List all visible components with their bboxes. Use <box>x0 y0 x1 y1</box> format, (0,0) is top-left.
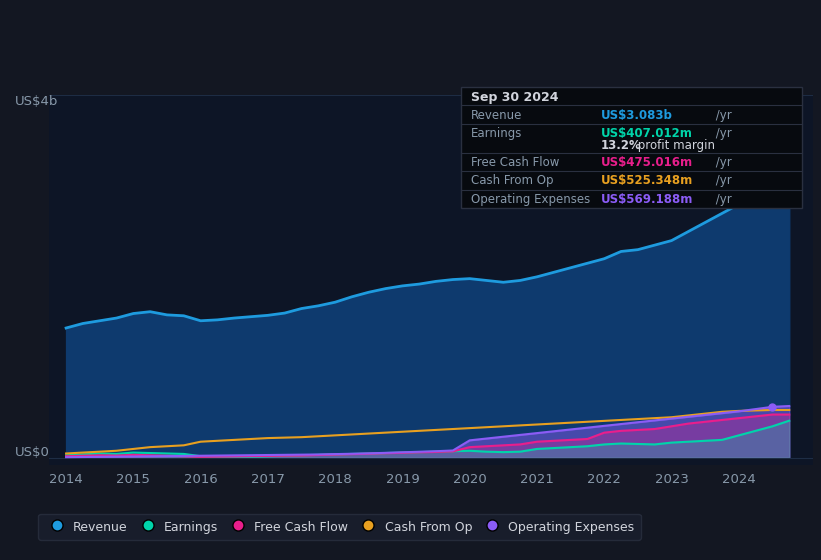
Text: US$475.016m: US$475.016m <box>601 156 693 169</box>
Text: Earnings: Earnings <box>471 127 523 140</box>
Text: profit margin: profit margin <box>634 139 715 152</box>
Text: US$3.083b: US$3.083b <box>601 109 673 122</box>
Text: US$569.188m: US$569.188m <box>601 193 694 206</box>
Text: /yr: /yr <box>712 193 732 206</box>
Text: US$4b: US$4b <box>15 95 58 108</box>
Text: 13.2%: 13.2% <box>601 139 642 152</box>
Text: US$525.348m: US$525.348m <box>601 174 693 187</box>
Text: /yr: /yr <box>712 156 732 169</box>
Text: US$407.012m: US$407.012m <box>601 127 693 140</box>
Text: Free Cash Flow: Free Cash Flow <box>471 156 560 169</box>
Text: Sep 30 2024: Sep 30 2024 <box>471 91 559 104</box>
Text: Cash From Op: Cash From Op <box>471 174 553 187</box>
Text: Operating Expenses: Operating Expenses <box>471 193 590 206</box>
Text: /yr: /yr <box>712 109 732 122</box>
Text: /yr: /yr <box>712 174 732 187</box>
Text: Revenue: Revenue <box>471 109 523 122</box>
Text: /yr: /yr <box>712 127 732 140</box>
Text: US$0: US$0 <box>15 446 50 459</box>
Legend: Revenue, Earnings, Free Cash Flow, Cash From Op, Operating Expenses: Revenue, Earnings, Free Cash Flow, Cash … <box>38 514 640 540</box>
